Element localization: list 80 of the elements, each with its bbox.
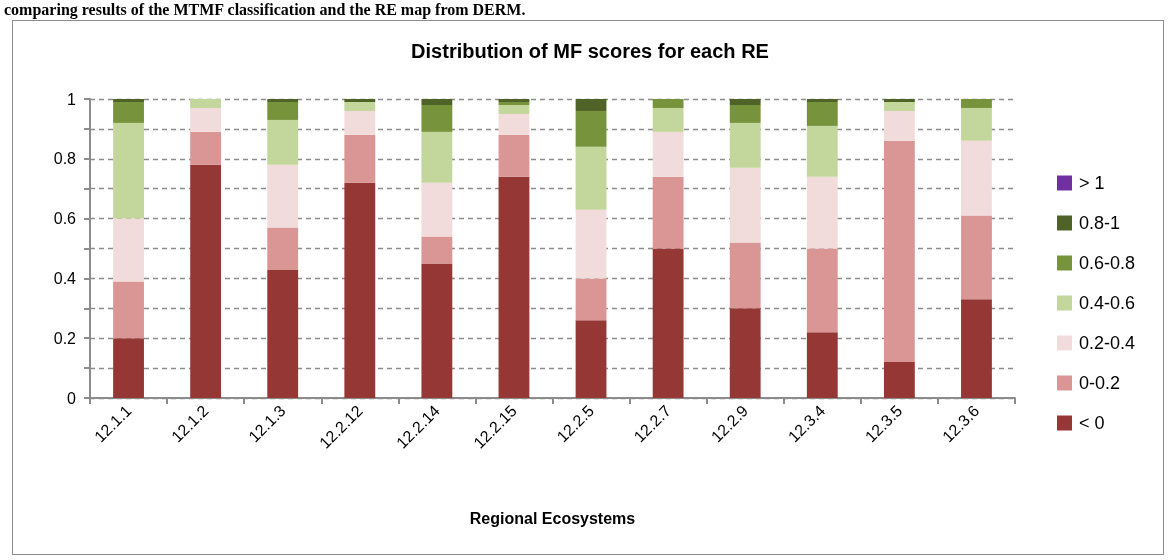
bar bbox=[729, 99, 761, 105]
legend-label: < 0 bbox=[1079, 413, 1105, 433]
bar bbox=[344, 134, 376, 183]
bar bbox=[344, 182, 376, 398]
bar bbox=[806, 332, 838, 398]
bar bbox=[344, 110, 376, 135]
bar bbox=[267, 101, 299, 120]
bar bbox=[498, 176, 530, 398]
bar bbox=[421, 236, 453, 264]
bar bbox=[883, 140, 915, 363]
legend-label: 0-0.2 bbox=[1079, 373, 1121, 393]
bar bbox=[344, 101, 376, 111]
bar bbox=[729, 167, 761, 243]
bar bbox=[961, 299, 992, 398]
legend-label: 0.8-1 bbox=[1079, 213, 1121, 233]
bar bbox=[961, 107, 992, 141]
bar bbox=[652, 248, 684, 398]
bar bbox=[113, 101, 144, 123]
bar bbox=[267, 164, 299, 228]
x-axis-title: Regional Ecosystems bbox=[469, 509, 636, 527]
bar bbox=[575, 110, 607, 147]
bar bbox=[883, 110, 915, 141]
bar bbox=[729, 242, 761, 309]
y-tick-label: 0 bbox=[67, 389, 77, 407]
bar bbox=[806, 248, 838, 333]
bar bbox=[575, 278, 607, 321]
bar bbox=[575, 99, 607, 111]
bar bbox=[498, 113, 530, 135]
bar bbox=[190, 107, 222, 132]
bar bbox=[652, 131, 684, 177]
bar bbox=[190, 99, 222, 108]
bar bbox=[421, 99, 453, 105]
bar bbox=[883, 362, 915, 398]
bar bbox=[729, 308, 761, 398]
bar bbox=[961, 99, 992, 108]
bar bbox=[498, 134, 530, 177]
bar bbox=[267, 227, 299, 270]
bar bbox=[113, 122, 144, 219]
bar bbox=[267, 99, 299, 102]
bar bbox=[806, 176, 838, 249]
bar bbox=[806, 101, 838, 126]
legend-label: 0.6-0.8 bbox=[1079, 253, 1136, 273]
bar bbox=[575, 146, 607, 210]
bar bbox=[113, 281, 144, 339]
bar bbox=[806, 125, 838, 177]
bar bbox=[190, 164, 222, 398]
legend-label: 0.4-0.6 bbox=[1079, 293, 1136, 313]
bar bbox=[421, 104, 453, 132]
chart-title: Distribution of MF scores for each RE bbox=[411, 40, 769, 62]
bar bbox=[267, 269, 299, 398]
bar bbox=[961, 140, 992, 216]
bar bbox=[267, 119, 299, 165]
bar bbox=[421, 182, 453, 237]
bar bbox=[113, 99, 144, 102]
y-tick-label: 0.8 bbox=[53, 150, 77, 168]
bar bbox=[806, 99, 838, 102]
legend-label: 0.2-0.4 bbox=[1079, 333, 1136, 353]
bar bbox=[498, 104, 530, 114]
y-tick-label: 0.2 bbox=[53, 329, 77, 347]
bar bbox=[883, 101, 915, 111]
y-tick-label: 0.6 bbox=[53, 210, 77, 228]
bar bbox=[113, 338, 144, 398]
bar bbox=[652, 99, 684, 108]
y-tick-label: 0.4 bbox=[53, 269, 77, 287]
bar bbox=[961, 215, 992, 300]
bar bbox=[652, 107, 684, 132]
bar bbox=[883, 99, 915, 102]
text: comparing results of the MTMF classification and the RE map from DERM. bbox=[4, 1, 526, 19]
bar bbox=[344, 99, 376, 102]
bar bbox=[421, 263, 453, 398]
bar bbox=[421, 131, 453, 183]
legend-label: > 1 bbox=[1079, 173, 1105, 193]
bar bbox=[575, 209, 607, 279]
bar bbox=[729, 104, 761, 123]
y-tick-label: 1 bbox=[67, 90, 77, 108]
bar bbox=[729, 122, 761, 168]
bar bbox=[652, 176, 684, 249]
bar bbox=[190, 131, 222, 165]
bar bbox=[575, 320, 607, 398]
bar bbox=[113, 218, 144, 282]
